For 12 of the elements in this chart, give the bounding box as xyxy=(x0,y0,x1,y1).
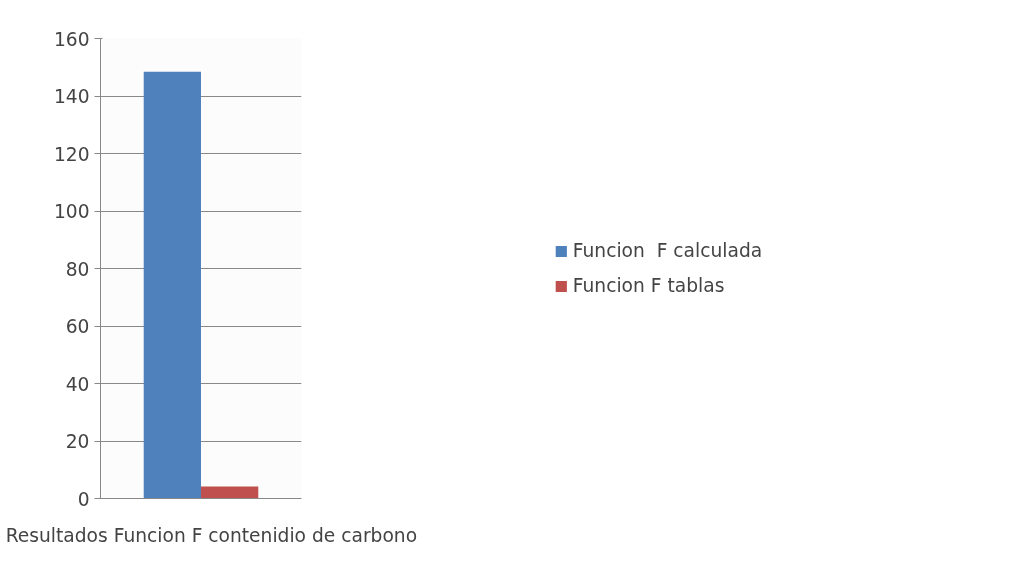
y-tick-label: 40 xyxy=(65,373,90,395)
y-tick-label: 0 xyxy=(77,488,90,510)
y-tick-label: 120 xyxy=(53,143,90,165)
y-tick-label: 140 xyxy=(53,86,90,107)
y-tick-label: 80 xyxy=(65,258,90,280)
legend-label: Funcion F calculada xyxy=(572,240,763,261)
x-tick-label: Resultados Funcion F contenidio de carbono xyxy=(5,524,418,546)
y-tick-label: 100 xyxy=(53,201,90,222)
y-tick-label: 20 xyxy=(65,431,90,452)
legend-label: Funcion F tablas xyxy=(572,275,725,296)
y-tick-label: 60 xyxy=(65,316,90,337)
y-tick-label: 160 xyxy=(53,28,90,50)
